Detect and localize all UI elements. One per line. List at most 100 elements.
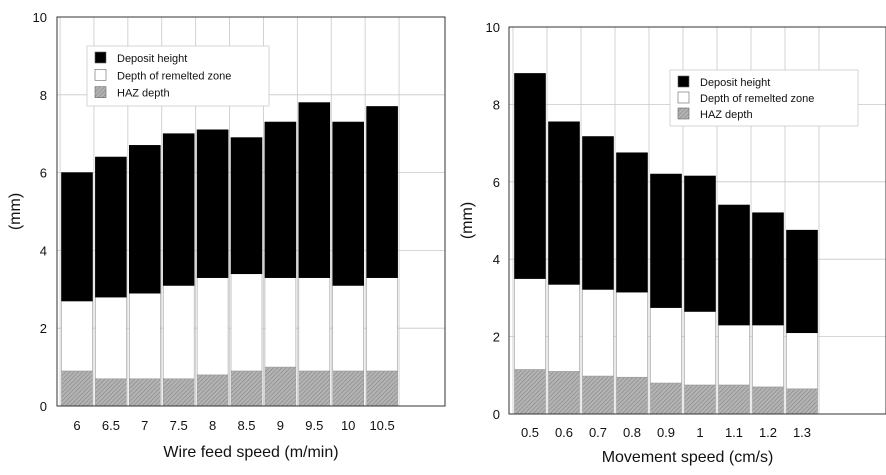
y-tick-label: 2 (40, 321, 47, 336)
x-tick-label: 6 (73, 418, 80, 433)
bar-remelted-zone (752, 324, 784, 388)
y-axis-title: (mm) (7, 193, 24, 230)
legend-swatch-haz-depth (677, 107, 690, 120)
bar-remelted-zone (684, 311, 716, 386)
bar-remelted-zone (582, 289, 614, 377)
x-tick-label: 0.9 (657, 425, 675, 440)
x-tick-labels: 0.5 0.6 0.7 0.8 0.9 1 1.1 1.2 1.3 (521, 425, 811, 440)
bars (514, 73, 818, 415)
bar-remelted-zone (366, 277, 398, 372)
bar-deposit-height (332, 121, 365, 286)
legend-swatch-haz-depth (94, 86, 107, 98)
bar-haz-depth (129, 378, 161, 407)
y-tick-label: 4 (40, 243, 47, 258)
bar-haz-depth (684, 384, 716, 415)
bar-deposit-height (129, 145, 161, 294)
plot-frame (508, 26, 886, 415)
x-tick-label: 1.2 (759, 425, 777, 440)
bar-remelted-zone (786, 332, 818, 390)
bar-haz-depth (332, 370, 365, 407)
bar-deposit-height (786, 229, 818, 334)
bar-haz-depth (298, 370, 331, 407)
x-tick-label: 1.3 (793, 425, 811, 440)
legend-swatch-remelted-zone (677, 91, 690, 104)
legend-swatch-remelted-zone (94, 69, 107, 81)
x-tick-label: 0.7 (589, 425, 607, 440)
bar-remelted-zone (95, 296, 127, 380)
x-tick-label: 7.5 (170, 418, 188, 433)
bar-haz-depth (752, 386, 784, 415)
x-tick-label: 0.8 (623, 425, 641, 440)
bar-haz-depth (196, 374, 229, 407)
bar-remelted-zone (718, 324, 750, 386)
x-tick-label: 0.5 (521, 425, 539, 440)
bar-remelted-zone (196, 277, 229, 376)
x-tick-label: 1 (696, 425, 703, 440)
legend-swatch-deposit-height (677, 75, 690, 88)
bar-haz-depth (95, 378, 127, 407)
x-tick-label: 10 (341, 418, 355, 433)
bar-haz-depth (264, 366, 297, 407)
bar-haz-depth (582, 375, 614, 415)
chart-2: 0 2 4 6 8 10 0.5 0.6 0.7 0.8 0.9 1 1.1 1.2 1.3 Movement… (459, 20, 886, 466)
y-tick-label: 8 (493, 97, 500, 112)
bar-deposit-height (61, 172, 93, 302)
bar-deposit-height (196, 129, 229, 278)
bar-remelted-zone (230, 273, 263, 372)
bar-remelted-zone (61, 300, 93, 372)
x-tick-labels: 6 6.5 7 7.5 8 8.5 9 9.5 10 10.5 (73, 418, 394, 433)
y-tick-label: 2 (493, 330, 500, 345)
bar-remelted-zone (162, 285, 195, 380)
bars (61, 102, 398, 407)
bar-deposit-height (548, 121, 580, 285)
y-tick-label: 8 (40, 88, 47, 103)
bar-haz-depth (61, 370, 93, 407)
bar-remelted-zone (298, 277, 331, 372)
bar-haz-depth (230, 370, 263, 407)
bar-remelted-zone (650, 307, 682, 384)
chart-1: 0 2 4 6 8 10 6 6.5 7 7.5 8 8.5 9 9.5 10 10.5 Wire feed s… (7, 10, 446, 461)
x-tick-label: 8.5 (237, 418, 255, 433)
bar-remelted-zone (514, 278, 546, 370)
bar-deposit-height (650, 173, 682, 308)
x-tick-label: 0.6 (555, 425, 573, 440)
bar-deposit-height (95, 156, 127, 298)
legend-label: Depth of remelted zone (117, 70, 231, 82)
bar-deposit-height (264, 121, 297, 278)
legend: Deposit height Depth of remelted zone HAZ … (669, 69, 859, 127)
legend-label: HAZ depth (117, 88, 170, 100)
bar-haz-depth (786, 388, 818, 415)
y-tick-label: 0 (493, 407, 500, 422)
bar-deposit-height (684, 175, 716, 312)
y-tick-label: 0 (40, 399, 47, 414)
x-tick-label: 9 (277, 418, 284, 433)
legend-box (86, 45, 270, 107)
y-tick-labels: 0 2 4 6 8 10 (486, 20, 500, 422)
bar-deposit-height (366, 106, 398, 278)
bar-remelted-zone (332, 285, 365, 372)
y-tick-label: 10 (486, 20, 500, 35)
y-tick-label: 6 (40, 166, 47, 181)
bar-deposit-height (162, 133, 195, 286)
bar-haz-depth (616, 376, 648, 415)
x-tick-label: 7 (141, 418, 148, 433)
x-tick-label: 10.5 (369, 418, 394, 433)
bar-deposit-height (616, 152, 648, 293)
y-axis-title: (mm) (459, 202, 476, 239)
x-tick-label: 8 (209, 418, 216, 433)
legend-label: Depth of remelted zone (700, 93, 814, 105)
y-tick-labels: 0 2 4 6 8 10 (33, 10, 47, 414)
x-tick-label: 6.5 (102, 418, 120, 433)
y-tick-label: 6 (493, 175, 500, 190)
legend-box (669, 69, 859, 127)
bar-haz-depth (162, 378, 195, 407)
legend: Deposit height Depth of remelted zone HAZ … (86, 45, 270, 107)
x-axis-title: Movement speed (cm/s) (602, 449, 774, 466)
bar-deposit-height (298, 102, 331, 278)
bar-deposit-height (230, 137, 263, 275)
bar-remelted-zone (548, 284, 580, 372)
bar-haz-depth (366, 370, 398, 407)
y-tick-label: 10 (33, 10, 47, 25)
